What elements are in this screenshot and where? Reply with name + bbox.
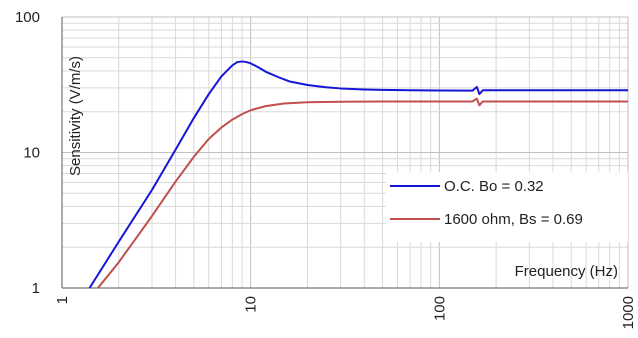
legend-label-oc: O.C. Bo = 0.32 [444,178,544,195]
x-tick-label: 1 [54,296,71,304]
legend-label-1600ohm: 1600 ohm, Bs = 0.69 [444,211,583,228]
legend-background [386,172,628,242]
x-tick-label: 100 [431,296,448,321]
y-axis-label: Sensitivity (V/m/s) [67,56,84,176]
axes [61,17,628,289]
grid [62,16,629,288]
y-tick-label: 100 [15,9,40,26]
tick-labels: 1 10 100 1 10 100 1000 [15,9,637,329]
y-tick-label: 1 [32,280,40,297]
x-tick-label: 1000 [620,296,637,329]
series-line-oc [88,60,628,289]
x-tick-label: 10 [243,296,260,313]
series-group [88,60,628,289]
series-line-1600ohm [97,97,628,289]
y-tick-label: 10 [23,145,40,162]
x-axis-label: Frequency (Hz) [515,263,618,280]
